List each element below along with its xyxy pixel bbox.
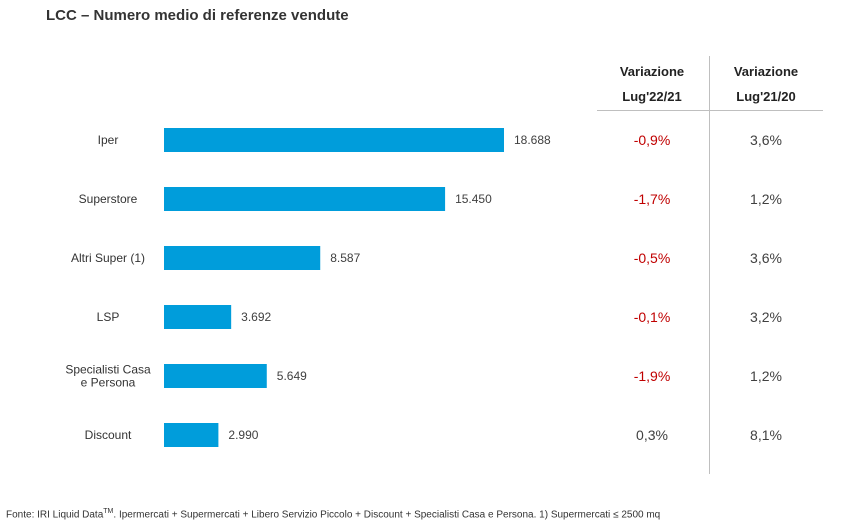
bar-5 — [164, 423, 219, 447]
category-label-4: Specialisti Casa e Persona — [65, 363, 151, 390]
category-label-3: LSP — [97, 310, 120, 324]
source-footnote: Fonte: IRI Liquid DataTM. Ipermercati + … — [6, 508, 660, 520]
variation-cell-r5-c1: 8,1% — [750, 427, 782, 443]
trademark-sup: TM — [103, 508, 114, 515]
variation-cell-r4-c1: 1,2% — [750, 368, 782, 384]
bars-group: 18.688 Iper 15.450 Superstore 8.587 Altri Sup… — [65, 128, 551, 447]
bar-4 — [164, 364, 267, 388]
header-line2: Lug'22/21 — [622, 89, 682, 104]
variation-cell-r0-c1: 3,6% — [750, 132, 782, 148]
variation-cell-r2-c1: 3,6% — [750, 250, 782, 266]
bar-2 — [164, 246, 321, 270]
data-label-0: 18.688 — [514, 133, 551, 147]
header-line2: Lug'21/20 — [736, 89, 796, 104]
bar-1 — [164, 187, 446, 211]
variation-cell-r4-c0: -1,9% — [633, 368, 671, 384]
variation-cell-r1-c1: 1,2% — [750, 191, 782, 207]
variation-cell-r0-c0: -0,9% — [633, 132, 671, 148]
header-line1: Variazione — [733, 64, 799, 79]
header-underline — [597, 110, 823, 111]
bar-0 — [164, 128, 504, 152]
data-label-3: 3.692 — [241, 310, 271, 324]
column-divider — [709, 56, 710, 474]
variation-cell-r3-c1: 3,2% — [750, 309, 782, 325]
header-line1: Variazione — [619, 64, 685, 79]
category-label-5: Discount — [85, 428, 132, 442]
data-label-2: 8.587 — [330, 251, 360, 265]
column-header-lug22-21: Variazione Lug'22/21 — [597, 59, 707, 109]
category-label-1: Superstore — [79, 192, 138, 206]
variation-cell-r2-c0: -0,5% — [633, 250, 671, 266]
data-label-1: 15.450 — [455, 192, 492, 206]
footer-prefix: Fonte: IRI Liquid Data — [6, 509, 104, 521]
category-label-2: Altri Super (1) — [71, 251, 145, 265]
data-label-5: 2.990 — [228, 428, 258, 442]
column-header-lug21-20: Variazione Lug'21/20 — [711, 59, 821, 109]
variation-cell-r1-c0: -1,7% — [633, 191, 671, 207]
chart-title: LCC – Numero medio di referenze vendute — [46, 7, 349, 24]
footer-suffix: . Ipermercati + Supermercati + Libero Se… — [113, 509, 661, 521]
bar-3 — [164, 305, 232, 329]
category-label-0: Iper — [98, 133, 119, 147]
variation-cell-r5-c0: 0,3% — [636, 427, 668, 443]
variation-cell-r3-c0: -0,1% — [633, 309, 671, 325]
data-label-4: 5.649 — [277, 369, 307, 383]
